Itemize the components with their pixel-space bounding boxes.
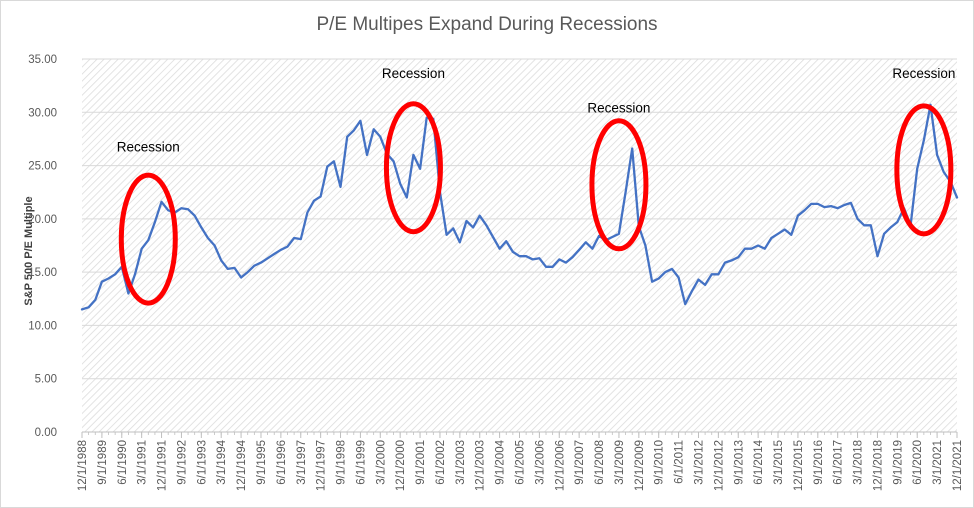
x-tick-label: 9/1/2016 — [813, 440, 825, 485]
x-tick-label: 9/1/2001 — [415, 440, 427, 485]
x-tick-label: 12/1/2006 — [554, 440, 566, 491]
series-line — [80, 103, 959, 311]
x-tick-label: 9/1/1989 — [97, 440, 109, 485]
y-tick-label: 0.00 — [35, 427, 57, 439]
x-tick-label: 6/1/1993 — [196, 440, 208, 485]
y-axis-ticks: 0.00 5.00 10.00 15.00 20.00 25.00 30.00 35.00 — [28, 54, 57, 439]
recession-label: Recession — [117, 140, 180, 155]
recession-circle — [589, 118, 649, 252]
x-tick-label: 3/1/2003 — [455, 440, 467, 485]
x-axis: 12/1/1988 9/1/1989 6/1/1990 3/1/1991 12/1/19… — [77, 431, 964, 491]
x-tick-label: 3/1/2006 — [534, 440, 546, 485]
x-tick-label: 12/1/2021 — [952, 440, 964, 491]
plot-area — [82, 59, 957, 432]
x-tick-label: 3/1/2009 — [614, 440, 626, 485]
x-tick-label: 6/1/2011 — [674, 440, 686, 484]
x-tick-label: 3/1/2018 — [853, 440, 865, 485]
x-tick-label: 6/1/2008 — [594, 440, 606, 485]
x-tick-label: 12/1/1991 — [157, 440, 169, 491]
x-tick-label: 6/1/1996 — [276, 440, 288, 485]
x-tick-label: 6/1/1999 — [355, 440, 367, 485]
recession-circle — [383, 101, 443, 235]
x-tick-label: 12/1/2003 — [475, 440, 487, 491]
x-tick-label: 9/1/1992 — [176, 440, 188, 485]
y-tick-label: 25.00 — [28, 161, 57, 173]
recession-circle — [118, 172, 178, 306]
x-tick-label: 3/1/2000 — [375, 440, 387, 485]
x-tick-label: 12/1/2009 — [634, 440, 646, 491]
x-tick-label: 6/1/2005 — [515, 440, 527, 485]
y-tick-label: 10.00 — [28, 320, 57, 332]
x-tick-label: 9/1/1998 — [336, 440, 348, 485]
x-tick-label: 6/1/2002 — [435, 440, 447, 485]
x-tick-label: 9/1/2007 — [574, 440, 586, 485]
x-tick-label: 3/1/2015 — [773, 440, 785, 485]
annotations-layer: Recession Recession Recession Recession — [117, 66, 955, 306]
y-tick-label: 30.00 — [28, 107, 57, 119]
x-tick-label: 9/1/1995 — [256, 440, 268, 485]
x-tick-label: 12/1/2015 — [793, 440, 805, 491]
x-tick-label: 6/1/2014 — [753, 439, 765, 484]
x-tick-label: 9/1/2010 — [654, 440, 666, 485]
x-tick-label: 3/1/1991 — [137, 440, 149, 485]
y-tick-label: 15.00 — [28, 267, 57, 279]
x-tick-label: 12/1/2012 — [713, 440, 725, 491]
gridlines — [82, 58, 957, 380]
y-tick-label: 35.00 — [28, 54, 57, 66]
x-tick-label: 6/1/2020 — [912, 440, 924, 485]
x-tick-label: 12/1/1997 — [316, 440, 328, 491]
recession-circle — [894, 103, 954, 237]
x-tick-label: 9/1/2013 — [733, 440, 745, 485]
y-tick-label: 20.00 — [28, 214, 57, 226]
recession-label: Recession — [892, 66, 955, 81]
x-tick-label: 12/1/2000 — [395, 440, 407, 491]
chart-title: P/E Multipes Expand During Recessions — [316, 14, 658, 35]
x-tick-label: 3/1/1994 — [216, 439, 228, 484]
recession-label: Recession — [587, 100, 650, 115]
x-tick-label: 3/1/1997 — [296, 440, 308, 485]
x-tick-label: 12/1/1988 — [77, 440, 89, 491]
recession-label: Recession — [382, 66, 445, 81]
x-tick-label: 9/1/2004 — [495, 439, 507, 484]
x-tick-label: 12/1/2018 — [872, 440, 884, 491]
x-tick-label: 3/1/2012 — [693, 440, 705, 485]
x-tick-label: 6/1/1990 — [117, 440, 129, 485]
x-tick-label: 6/1/2017 — [833, 440, 845, 485]
x-tick-label: 9/1/2019 — [892, 440, 904, 485]
y-tick-label: 5.00 — [35, 374, 57, 386]
x-tick-label: 12/1/1994 — [236, 439, 248, 491]
x-tick-label: 3/1/2021 — [932, 440, 944, 485]
